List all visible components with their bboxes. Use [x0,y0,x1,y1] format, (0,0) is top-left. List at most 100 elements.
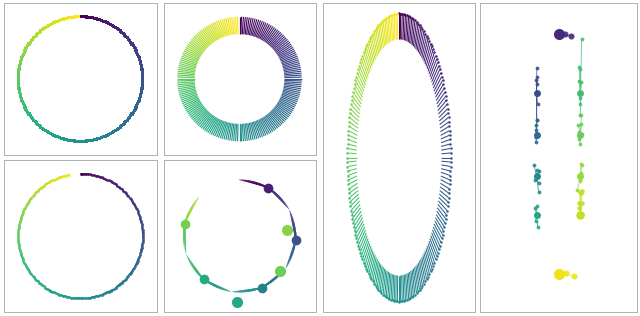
Point [138,73,148,78]
Point [77,14,88,19]
Point [29,118,39,123]
Point [36,125,46,130]
Point [39,127,49,132]
Point [113,27,124,32]
Point [121,119,131,124]
Point [45,131,56,136]
Point [133,53,143,58]
Point [137,84,147,89]
Point [109,129,119,134]
Point [15,63,25,68]
Point [121,34,131,39]
Point [44,23,54,28]
Point [42,129,52,134]
Point [20,106,31,112]
Point [62,137,72,142]
Point [132,101,143,106]
Point [40,128,51,133]
Point [134,96,145,101]
Point [15,90,25,95]
Point [91,137,101,142]
Point [134,57,145,62]
Point [126,113,136,118]
Point [136,61,146,66]
Point [134,55,144,60]
Point [60,16,70,21]
Point [26,38,36,43]
Point [93,136,103,141]
Point [100,19,110,24]
Point [13,78,23,83]
Point [109,24,119,29]
Point [58,17,68,22]
Point [132,52,143,57]
Point [70,15,80,20]
Point [79,139,90,144]
Point [31,120,42,125]
Point [115,125,125,130]
Point [66,138,76,143]
Point [99,19,109,24]
Point [128,110,138,115]
Point [49,133,59,138]
Point [47,132,58,137]
Point [102,133,112,138]
Point [24,41,34,46]
Point [135,59,145,64]
Point [138,75,148,80]
Point [45,22,56,27]
Point [102,20,112,25]
Point [14,88,24,93]
Point [89,137,99,142]
Point [95,136,105,141]
Point [122,35,132,40]
Point [64,138,74,143]
Point [22,108,32,113]
Point [106,131,116,136]
Point [104,132,114,137]
Point [72,139,82,144]
Point [85,15,95,20]
Point [116,123,127,128]
Point [107,23,117,28]
Point [97,18,107,23]
Point [137,69,147,74]
Point [37,27,47,32]
Point [136,65,147,70]
Point [129,45,140,50]
Point [83,138,93,143]
Point [40,25,51,30]
Point [106,22,116,27]
Point [16,96,26,101]
Point [34,123,44,128]
Point [118,31,128,36]
Point [25,113,35,118]
Point [118,122,128,127]
Point [112,26,122,31]
Point [33,31,43,36]
Point [56,17,67,22]
Point [99,134,109,139]
Point [15,61,26,66]
Point [116,30,127,35]
Point [34,30,44,35]
Point [136,88,147,93]
Point [28,116,38,121]
Point [13,80,24,85]
Point [30,34,40,39]
Point [60,137,70,142]
Point [134,98,144,103]
Point [127,112,137,117]
Point [129,108,140,113]
Point [95,17,105,22]
Point [20,48,30,53]
Point [104,21,114,26]
Point [128,43,138,48]
Point [136,90,147,95]
Point [136,92,146,97]
Point [22,45,32,50]
Point [79,14,90,19]
Point [54,18,65,23]
Point [14,86,24,91]
Point [81,15,92,20]
